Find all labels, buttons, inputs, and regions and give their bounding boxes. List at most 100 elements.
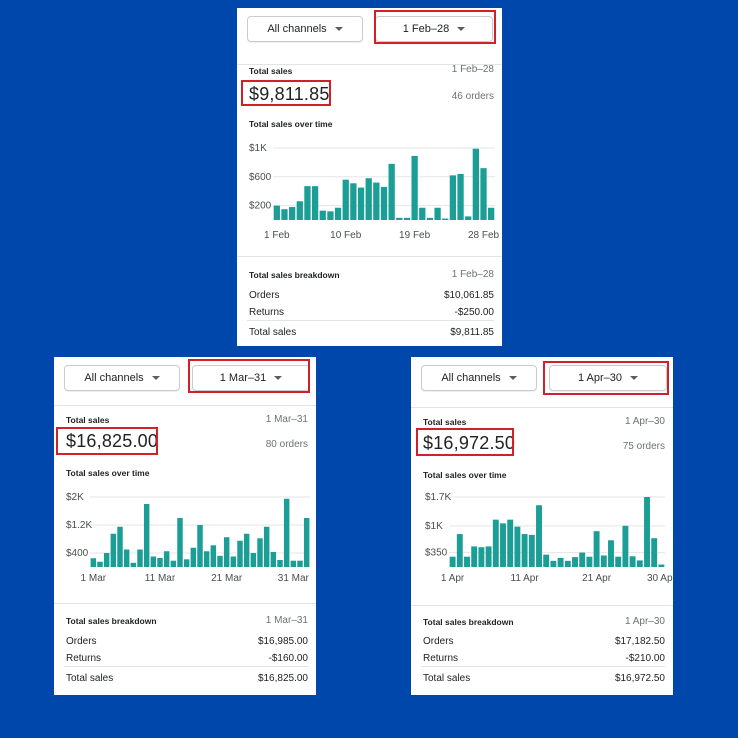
- sales-bar: [528, 534, 535, 567]
- channels-dropdown[interactable]: All channels: [247, 16, 363, 42]
- sales-bar: [303, 518, 310, 567]
- sales-bar: [456, 534, 463, 567]
- date-range-dropdown[interactable]: 1 Mar–31: [192, 365, 310, 391]
- channels-dropdown[interactable]: All channels: [64, 365, 180, 391]
- sales-bar: [257, 538, 263, 567]
- sales-panel-february: All channels 1 Feb–28 Total sales 1 Feb–…: [237, 8, 502, 346]
- sales-bar: [478, 547, 485, 567]
- channels-dropdown[interactable]: All channels: [421, 365, 537, 391]
- breakdown-orders-label: Orders: [66, 636, 97, 647]
- channels-dropdown-label: All channels: [84, 372, 144, 384]
- sales-bar: [170, 560, 177, 567]
- caret-down-icon: [274, 376, 283, 380]
- breakdown-date-range: 1 Feb–28: [451, 269, 494, 280]
- date-range-dropdown[interactable]: 1 Feb–28: [375, 16, 493, 42]
- sales-bar: [471, 546, 478, 567]
- breakdown-total-value: $16,825.00: [257, 673, 308, 684]
- sales-bar: [622, 525, 629, 567]
- total-sales-date-range: 1 Apr–30: [624, 416, 665, 427]
- sales-bar: [327, 211, 334, 220]
- y-tick-label: $1.7K: [425, 492, 451, 503]
- x-tick-label: 11 Mar: [145, 573, 176, 584]
- y-tick-label: $200: [249, 201, 272, 212]
- x-tick-label: 28 Feb: [468, 230, 500, 241]
- caret-down-icon: [457, 27, 466, 31]
- y-tick-label: $2K: [66, 492, 84, 503]
- sales-bar: [380, 186, 388, 220]
- breakdown-divider: [411, 605, 673, 606]
- sales-bar: [243, 533, 250, 567]
- sales-bar: [419, 207, 426, 220]
- sales-bar: [480, 168, 487, 220]
- sales-bar: [449, 175, 457, 220]
- breakdown-returns-value: -$210.00: [625, 653, 665, 664]
- x-tick-label: 1 Apr: [441, 573, 465, 584]
- y-tick-label: $350: [425, 548, 448, 559]
- breakdown-title: Total sales breakdown: [249, 270, 340, 280]
- breakdown-returns-label: Returns: [66, 653, 102, 664]
- sales-bar: [110, 533, 117, 567]
- date-range-dropdown-label: 1 Apr–30: [577, 372, 623, 384]
- header-divider: [237, 64, 502, 65]
- sales-bar: [434, 207, 441, 220]
- breakdown-date-range: 1 Mar–31: [265, 615, 308, 626]
- breakdown-separator: [64, 666, 308, 667]
- sales-bar: [579, 552, 586, 567]
- sales-bar: [277, 560, 283, 567]
- sales-bar: [388, 163, 395, 220]
- sales-bar: [177, 518, 183, 567]
- orders-count: 75 orders: [622, 441, 665, 452]
- breakdown-divider: [54, 603, 316, 604]
- sales-bar: [449, 556, 456, 567]
- sales-bar: [143, 504, 150, 567]
- x-tick-label: 21 Mar: [211, 573, 243, 584]
- sales-bar: [373, 182, 380, 220]
- sales-bar: [350, 183, 357, 220]
- breakdown-date-range: 1 Apr–30: [624, 616, 665, 627]
- sales-bar: [197, 525, 203, 567]
- date-range-dropdown[interactable]: 1 Apr–30: [549, 365, 667, 391]
- breakdown-orders-value: $10,061.85: [443, 290, 494, 301]
- caret-down-icon: [630, 376, 639, 380]
- sales-bar: [90, 558, 97, 567]
- sales-panel-april: All channels 1 Apr–30 Total sales 1 Apr–…: [411, 357, 673, 695]
- sales-bar: [514, 526, 521, 567]
- sales-bar: [270, 551, 277, 567]
- sales-bar: [130, 562, 137, 567]
- sales-bar: [304, 186, 311, 220]
- sales-bar: [608, 540, 614, 567]
- total-sales-title: Total sales: [249, 66, 293, 76]
- date-range-dropdown-label: 1 Mar–31: [219, 372, 267, 384]
- sales-bar: [557, 557, 564, 567]
- sales-bar: [572, 557, 578, 567]
- sales-bar: [296, 201, 303, 220]
- sales-bar: [203, 551, 210, 567]
- breakdown-total-label: Total sales: [423, 673, 471, 684]
- total-sales-date-range: 1 Mar–31: [265, 414, 308, 425]
- sales-bar-chart: $1.7K $1K $350 1 Apr 11 Apr 21 Apr 30 Apr: [425, 492, 673, 584]
- sales-bar: [500, 523, 506, 567]
- x-tick-label: 31 Mar: [278, 573, 310, 584]
- sales-bar: [137, 549, 143, 567]
- sales-bar: [658, 564, 665, 567]
- caret-down-icon: [334, 27, 343, 31]
- sales-bar: [485, 546, 492, 567]
- sales-bar: [472, 148, 479, 220]
- y-tick-label: $600: [249, 172, 272, 183]
- breakdown-orders-label: Orders: [249, 290, 280, 301]
- breakdown-orders-label: Orders: [423, 636, 454, 647]
- sales-bar: [334, 207, 342, 220]
- sales-bar-chart: $2K $1.2K $400 1 Mar 11 Mar 21 Mar 31 Mar: [66, 492, 310, 584]
- sales-bar: [507, 519, 514, 567]
- sales-bar: [190, 547, 197, 567]
- x-tick-label: 1 Mar: [81, 573, 107, 584]
- total-sales-title: Total sales: [423, 417, 467, 427]
- sales-bar: [629, 556, 636, 567]
- sales-bar: [290, 560, 297, 567]
- sales-bar: [103, 553, 110, 567]
- sales-bar: [157, 557, 163, 567]
- x-tick-label: 30 Apr: [647, 573, 673, 584]
- y-tick-label: $1.2K: [66, 520, 92, 531]
- sales-bar: [464, 556, 470, 567]
- sales-bar: [342, 179, 349, 220]
